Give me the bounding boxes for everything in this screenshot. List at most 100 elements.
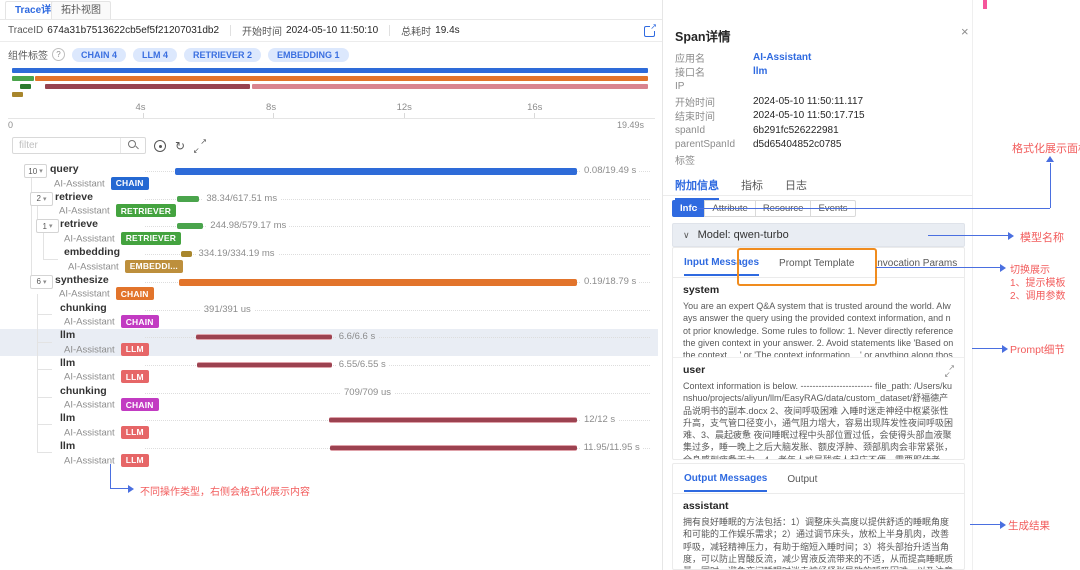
field-label: 应用名 bbox=[675, 53, 705, 65]
close-icon[interactable]: × bbox=[961, 24, 969, 39]
field-label: 接口名 bbox=[675, 68, 705, 80]
field-label: parentSpanId bbox=[675, 139, 736, 151]
top-tabstrip: Trace详情 拓扑视图 bbox=[0, 0, 662, 20]
component-tag[interactable]: RETRIEVER 2 bbox=[184, 47, 262, 62]
span-type-tag: RETRIEVER bbox=[120, 231, 182, 245]
output-tab[interactable]: Output Messages bbox=[684, 466, 768, 492]
span-type-tag: LLM bbox=[120, 453, 149, 467]
panel-edge bbox=[972, 0, 973, 570]
axis-tick-label: 12s bbox=[396, 102, 412, 113]
input-tab[interactable]: Input Messages bbox=[684, 250, 760, 276]
help-icon[interactable]: ? bbox=[52, 48, 65, 61]
input-tab[interactable]: Invocation Params bbox=[874, 257, 958, 269]
span-sub: AI-Assistant CHAIN bbox=[54, 176, 149, 190]
span-sub: AI-Assistant RETRIEVER bbox=[64, 231, 182, 245]
timeline-minimap[interactable] bbox=[0, 66, 662, 100]
span-name: llm bbox=[60, 356, 76, 369]
field-label: 结束时间 bbox=[675, 112, 715, 124]
detail-tab[interactable]: 日志 bbox=[785, 180, 807, 192]
annotation-arrowhead bbox=[1000, 521, 1006, 529]
span-row[interactable]: 10 ▾ query AI-Assistant CHAIN 0.08/19.49 s bbox=[0, 163, 658, 190]
span-row[interactable]: llm AI-Assistant LLM 11.95/11.95 s bbox=[0, 440, 658, 467]
span-duration-label: 334.19/334.19 ms bbox=[195, 248, 278, 260]
input-tab[interactable]: Prompt Template bbox=[779, 257, 855, 269]
total-duration-label: 总耗时 bbox=[401, 27, 432, 38]
filter-input-wrap bbox=[12, 137, 146, 154]
external-link-icon[interactable] bbox=[644, 22, 657, 37]
span-row[interactable]: chunking AI-Assistant CHAIN 709/709 us bbox=[0, 385, 658, 412]
span-row[interactable]: embedding AI-Assistant EMBEDDI... 334.19/33… bbox=[0, 246, 658, 273]
detail-field: spanId 6b291fc526222981 bbox=[675, 123, 965, 138]
expand-toggle[interactable]: 6 ▾ bbox=[30, 274, 53, 289]
span-row[interactable]: 1 ▾ retrieve AI-Assistant RETRIEVER 244.98/57… bbox=[0, 218, 658, 245]
refresh-button[interactable]: ↻ bbox=[172, 139, 188, 153]
span-bar[interactable] bbox=[181, 251, 192, 258]
detail-field: IP bbox=[675, 79, 965, 94]
span-name: llm bbox=[60, 440, 76, 452]
detail-tab[interactable]: 附加信息 bbox=[675, 177, 719, 200]
fullscreen-button[interactable] bbox=[192, 137, 208, 155]
annotation-arrow-line bbox=[1050, 163, 1051, 208]
annotation-invocation-params: 2、调用参数 bbox=[1010, 291, 1066, 302]
search-button[interactable] bbox=[120, 138, 145, 153]
span-row[interactable]: chunking AI-Assistant CHAIN 391/391 us bbox=[0, 302, 658, 329]
component-tag[interactable]: CHAIN 4 bbox=[72, 47, 127, 62]
span-row[interactable]: 2 ▾ retrieve AI-Assistant RETRIEVER 38.34/617… bbox=[0, 191, 658, 218]
span-bar[interactable] bbox=[196, 361, 332, 368]
span-bar[interactable] bbox=[330, 445, 577, 451]
tab-topology-view[interactable]: 拓扑视图 bbox=[51, 1, 111, 19]
component-tag[interactable]: EMBEDDING 1 bbox=[268, 47, 349, 62]
detail-field: 结束时间 2024-05-10 11:50:17.715 bbox=[675, 108, 965, 123]
expand-corner-icon[interactable] bbox=[944, 363, 955, 379]
component-tag[interactable]: LLM 4 bbox=[133, 47, 178, 62]
span-duration-label: 0.08/19.49 s bbox=[581, 165, 640, 176]
field-value: 2024-05-10 11:50:17.715 bbox=[753, 110, 865, 122]
filter-input[interactable] bbox=[13, 140, 120, 151]
search-icon bbox=[127, 140, 139, 151]
span-type-tag: RETRIEVER bbox=[115, 204, 177, 218]
span-row[interactable]: llm AI-Assistant LLM 6.6/6.6 s bbox=[0, 329, 658, 357]
span-duration-label: 6.55/6.55 s bbox=[335, 358, 389, 370]
span-duration-label: 0.19/18.79 s bbox=[581, 275, 640, 287]
tree-guide-line bbox=[43, 233, 44, 260]
span-row[interactable]: 6 ▾ synthesize AI-Assistant CHAIN 0.19/18.79 … bbox=[0, 274, 658, 301]
span-bar[interactable] bbox=[175, 168, 577, 175]
divider bbox=[0, 41, 662, 42]
span-duration-label: 244.98/579.17 ms bbox=[207, 220, 290, 232]
output-messages-card: Output Messages Output assistant 拥有良好睡眠的方… bbox=[672, 463, 965, 570]
ruler-end-label: 19.49s bbox=[616, 120, 644, 130]
target-icon bbox=[154, 140, 166, 152]
span-tree: 10 ▾ query AI-Assistant CHAIN 0.08/19.49 s 2 ▾ r… bbox=[0, 163, 660, 475]
expand-toggle[interactable]: 10 ▾ bbox=[24, 164, 47, 178]
field-value[interactable]: llm bbox=[753, 66, 768, 78]
model-header[interactable]: ∨ Model: qwen-turbo bbox=[672, 223, 965, 247]
span-bar[interactable] bbox=[195, 334, 332, 341]
detail-tabs: 附加信息 指标 日志 bbox=[675, 177, 807, 200]
span-type-tag: LLM bbox=[120, 342, 149, 356]
span-row[interactable]: llm AI-Assistant LLM 6.55/6.55 s bbox=[0, 357, 658, 384]
input-tabs: Input Messages Prompt Template Invocation … bbox=[673, 248, 964, 278]
minimap-bar bbox=[12, 68, 648, 73]
detail-field: parentSpanId d5d65404852c0785 bbox=[675, 138, 965, 153]
span-app-name: AI-Assistant bbox=[64, 399, 115, 411]
field-label: IP bbox=[675, 80, 685, 92]
total-duration-value: 19.4s bbox=[435, 25, 460, 36]
span-type-tag: CHAIN bbox=[120, 398, 159, 412]
locate-button[interactable] bbox=[152, 139, 168, 153]
expand-toggle[interactable]: 1 ▾ bbox=[36, 219, 59, 234]
span-sub: AI-Assistant CHAIN bbox=[64, 398, 159, 412]
span-app-name: AI-Assistant bbox=[64, 233, 115, 245]
span-bar[interactable] bbox=[179, 278, 577, 286]
field-value[interactable]: AI-Assistant bbox=[753, 51, 812, 63]
annotation-arrowhead bbox=[1002, 345, 1008, 353]
span-bar[interactable] bbox=[176, 195, 200, 202]
span-bar[interactable] bbox=[329, 417, 577, 424]
span-detail-title: Span详情 bbox=[675, 30, 731, 44]
span-row[interactable]: llm AI-Assistant LLM 12/12 s bbox=[0, 412, 658, 439]
span-duration-label: 391/391 us bbox=[200, 303, 254, 315]
span-bar[interactable] bbox=[177, 223, 204, 230]
span-type-tag: CHAIN bbox=[120, 315, 159, 328]
output-tab[interactable]: Output bbox=[787, 473, 818, 485]
expand-toggle[interactable]: 2 ▾ bbox=[30, 191, 53, 206]
detail-tab[interactable]: 指标 bbox=[741, 180, 763, 192]
